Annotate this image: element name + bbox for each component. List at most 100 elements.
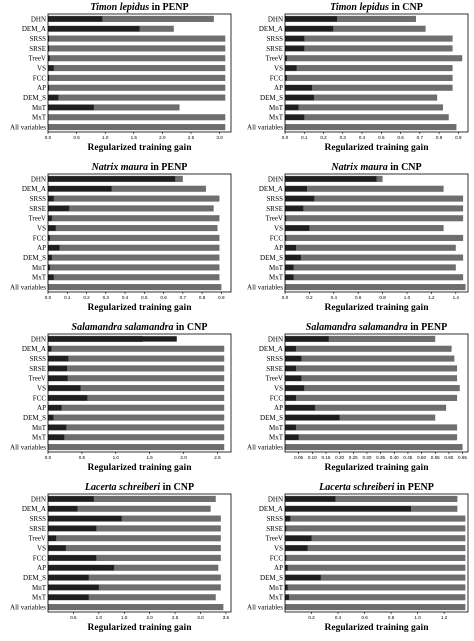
bar-total-vs [285, 225, 444, 232]
bar-total-all-variables [285, 124, 457, 131]
bar-only-srss [285, 195, 315, 202]
bar-total-srse [285, 365, 458, 372]
bar-total-mxt [285, 274, 464, 281]
x-tick-label: 0.8 [436, 135, 443, 140]
plot-frame [284, 333, 469, 453]
category-label: AP [274, 84, 283, 92]
bar-only-ap [48, 245, 60, 251]
chart-title-species: Natrix maura [330, 162, 387, 173]
bar-total-vs [285, 545, 466, 552]
bar-total-all-variables [285, 444, 463, 451]
category-label: DEM_S [23, 94, 46, 102]
plot-frame [47, 173, 232, 293]
x-tick-label: 0.6 [355, 295, 362, 300]
x-tick-label: 0.1 [301, 135, 308, 140]
category-label: DEM_A [259, 345, 283, 353]
category-label: DHN [268, 335, 283, 343]
bar-total-srss [48, 35, 226, 42]
x-tick-label: 0.0 [45, 295, 52, 300]
bar-only-dem-s [48, 414, 54, 421]
chart-svg: Timon lepidus in CNP DHN DEM_A SRSS SRSE Tree… [247, 2, 469, 153]
category-label: SRSS [30, 35, 46, 43]
x-tick-label: 0.50 [417, 455, 426, 460]
category-label: FCC [270, 234, 284, 242]
bar-only-dem-s [285, 414, 340, 421]
bar-only-srse [48, 45, 50, 52]
x-tick-label: 0.55 [431, 455, 440, 460]
category-label: FCC [33, 554, 47, 562]
x-axis-label: Regularized training gain [325, 463, 430, 473]
chart-svg: Natrix maura in PENP DHN DEM_A SRSS SRSE Tree… [10, 162, 232, 313]
chart-svg: Salamandra salamandra in CNP DHN DEM_A SRSS… [10, 322, 232, 473]
chart-title: Lacerta schreiberi in CNP [84, 482, 194, 493]
category-label: DHN [268, 175, 283, 183]
bar-only-treev [285, 55, 287, 61]
bar-only-mnt [285, 264, 294, 271]
bar-only-dem-a [48, 506, 78, 512]
chart-svg: Lacerta schreiberi in PENP DHN DEM_A SRSS SR… [247, 482, 469, 633]
bar-only-mnt [285, 104, 299, 111]
category-label: SRSS [30, 515, 46, 523]
chart-panel-7: Lacerta schreiberi in CNP DHN DEM_A SRSS SRS… [0, 480, 237, 640]
bar-only-mxt [285, 594, 289, 600]
bar-total-srss [285, 35, 453, 42]
category-label: FCC [33, 394, 47, 402]
category-label: All variables [247, 283, 283, 291]
plot-frame [284, 173, 469, 293]
bar-only-mnt [48, 424, 67, 431]
bar-only-ap [48, 85, 50, 91]
chart-title: Timon lepidus in PENP [90, 2, 188, 13]
bar-total-dem-s [285, 414, 436, 421]
x-tick-label: 1.5 [131, 135, 138, 140]
bar-total-dhn [285, 335, 436, 342]
bar-total-dem-a [285, 25, 426, 32]
plot-frame [284, 13, 469, 133]
bar-total-dhn [285, 15, 416, 22]
chart-svg: Lacerta schreiberi in CNP DHN DEM_A SRSS SRS… [10, 482, 232, 633]
bar-total-all-variables [48, 284, 222, 291]
bar-only-ap [285, 405, 316, 411]
x-tick-label: 0.2 [320, 135, 327, 140]
bar-only-srse [285, 205, 304, 212]
category-label: AP [274, 564, 283, 572]
x-tick-label: 1.0 [96, 615, 103, 620]
category-label: DEM_A [259, 25, 283, 33]
bar-only-srse [285, 525, 287, 532]
bar-total-mxt [285, 434, 458, 441]
bar-only-fcc [285, 75, 287, 81]
x-axis-label: Regularized training gain [325, 143, 430, 153]
bar-total-srse [48, 205, 214, 212]
category-label: DHN [31, 175, 46, 183]
bar-only-srss [48, 355, 69, 362]
x-tick-label: 0.3 [340, 135, 347, 140]
x-axis-label: Regularized training gain [325, 623, 430, 633]
category-label: TreeV [265, 375, 283, 383]
bar-total-ap [285, 404, 447, 411]
category-label: VS [274, 224, 283, 232]
x-tick-label: 0.5 [79, 455, 86, 460]
bar-total-dhn [48, 15, 214, 22]
x-tick-label: 0.60 [444, 455, 453, 460]
x-tick-label: 0.5 [378, 135, 385, 140]
category-label: MnT [269, 264, 284, 272]
bar-only-treev [285, 535, 312, 541]
x-tick-label: 0.8 [199, 295, 206, 300]
plot-frame [284, 493, 469, 613]
bar-total-dem-s [285, 94, 438, 101]
category-label: SRSE [29, 205, 46, 213]
bar-total-vs [285, 65, 453, 72]
bar-only-fcc [48, 555, 97, 561]
x-tick-label: 0.7 [417, 135, 424, 140]
chart-title-site: in CNP [160, 482, 194, 493]
bar-total-ap [48, 84, 226, 91]
bar-only-treev [48, 375, 68, 381]
category-label: FCC [33, 234, 47, 242]
plot-frame [47, 493, 232, 613]
x-tick-label: 0.30 [362, 455, 371, 460]
bar-total-mxt [48, 434, 225, 441]
bar-only-dhn [285, 496, 336, 502]
bar-total-all-variables [285, 604, 466, 611]
chart-title-species: Timon lepidus [330, 2, 389, 13]
x-tick-label: 3.0 [216, 135, 223, 140]
category-label: TreeV [265, 55, 283, 63]
